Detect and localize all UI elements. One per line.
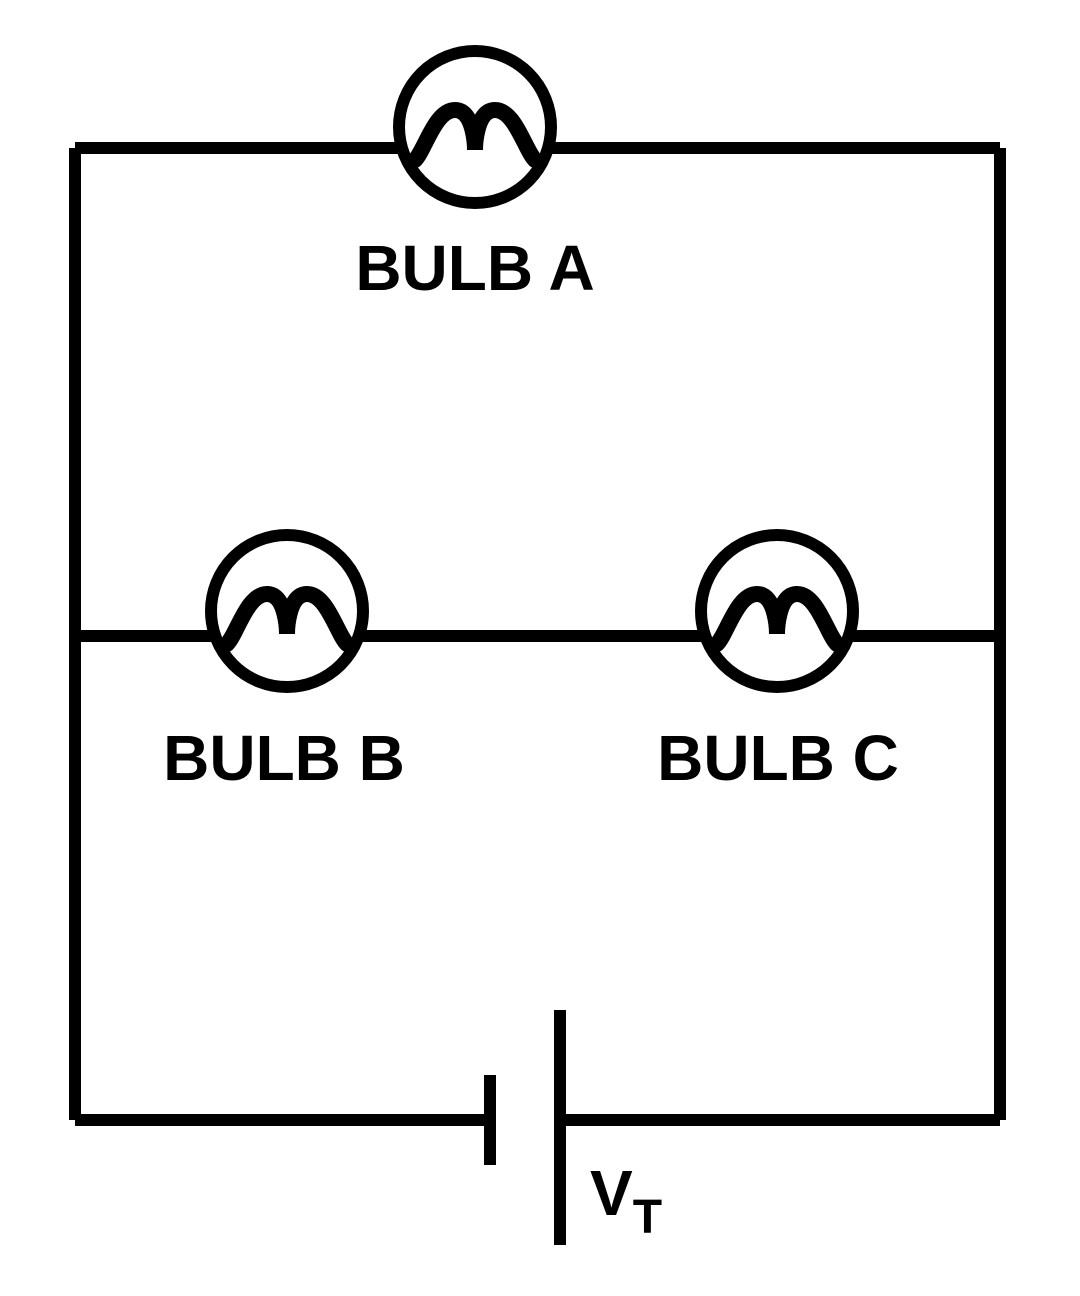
source-label: VT [590, 1157, 662, 1244]
bulb-b [211, 535, 363, 687]
bulb-b-label: BULB B [163, 722, 405, 794]
bulb-c [701, 535, 853, 687]
bulb-c-label: BULB C [657, 722, 899, 794]
circuit-diagram: BULB A BULB B BULB C VT [0, 0, 1080, 1296]
bulb-a-label: BULB A [355, 232, 594, 304]
bulb-a [399, 51, 551, 203]
